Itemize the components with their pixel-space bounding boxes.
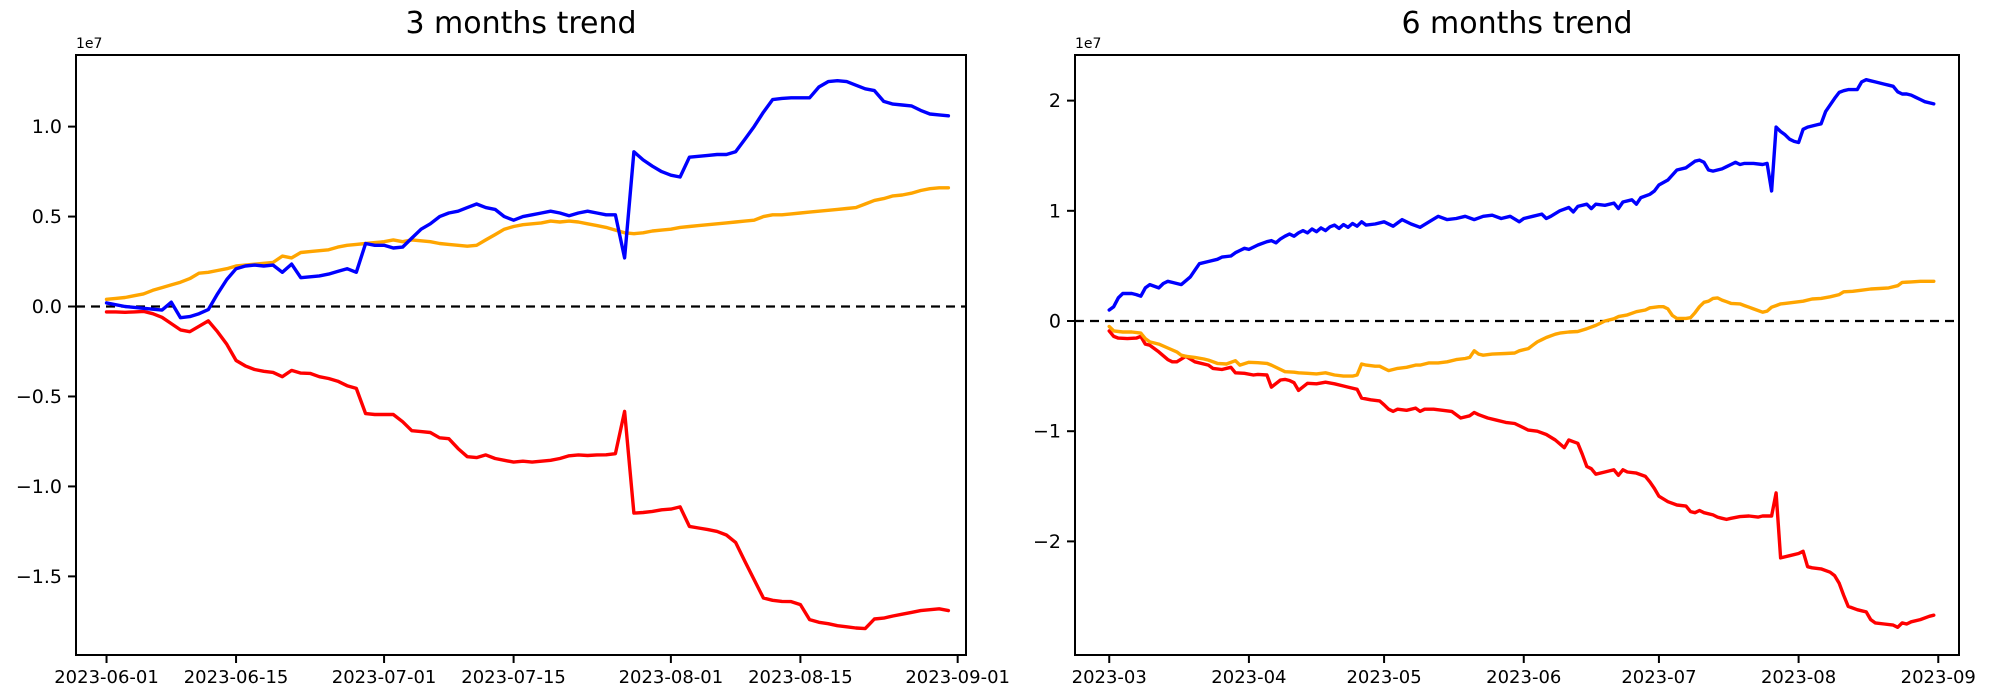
left-y-tick-label: 0.5	[32, 206, 62, 228]
left-orange-series-line	[104, 186, 951, 301]
right-x-tick-label: 2023-05	[1346, 667, 1421, 688]
right-y-tick-label: 0	[1049, 311, 1061, 333]
right-y-tick-label: −1	[1033, 421, 1061, 443]
right-orange-series-line	[1107, 279, 1936, 378]
left-x-tick-label: 2023-07-15	[461, 667, 566, 688]
left-plot-border	[75, 54, 967, 656]
right-x-tick-label: 2023-04	[1211, 667, 1286, 688]
left-x-tick-label: 2023-06-01	[54, 667, 159, 688]
right-x-tick-label: 2023-09	[1901, 667, 1976, 688]
left-y-tick-label: 0.0	[32, 296, 62, 318]
right-y-axis-offset-label: 1e7	[1075, 36, 1102, 52]
left-x-tick-label: 2023-08-01	[619, 667, 724, 688]
left-x-tick-label: 2023-07-01	[332, 667, 437, 688]
left-y-tick-label: −1.0	[16, 476, 62, 498]
right-red-series-line	[1107, 329, 1936, 629]
right-x-tick-label: 2023-03	[1072, 667, 1147, 688]
left-x-tick-label: 2023-06-15	[184, 667, 289, 688]
right-x-tick-label: 2023-06	[1486, 667, 1561, 688]
left-chart-title: 3 months trend	[405, 6, 637, 41]
left-y-axis-offset-label: 1e7	[76, 36, 103, 52]
right-blue-series-line	[1107, 77, 1936, 312]
right-x-tick-label: 2023-07	[1621, 667, 1696, 688]
right-x-tick-label: 2023-08	[1761, 667, 1836, 688]
left-x-tick-label: 2023-08-15	[748, 667, 853, 688]
left-x-tick-label: 2023-09-01	[905, 667, 1010, 688]
left-red-series-line	[104, 309, 951, 631]
right-y-tick-label: −2	[1033, 531, 1061, 553]
right-plot-border	[1074, 54, 1960, 656]
right-y-tick-label: 1	[1049, 200, 1061, 222]
right-chart-title: 6 months trend	[1401, 6, 1633, 41]
left-y-tick-label: 1.0	[32, 116, 62, 138]
left-blue-series-line	[104, 78, 951, 320]
left-y-tick-label: −0.5	[16, 386, 62, 408]
left-y-tick-label: −1.5	[16, 566, 62, 588]
right-y-tick-label: 2	[1049, 90, 1061, 112]
